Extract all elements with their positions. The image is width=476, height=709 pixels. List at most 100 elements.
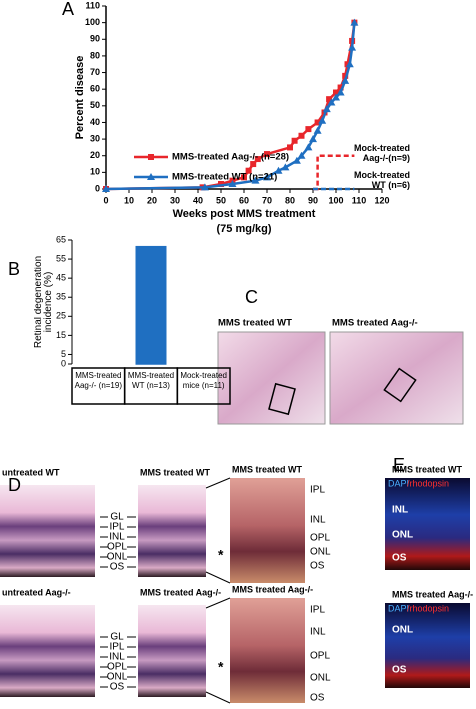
x-tick-label: Mock-treated mice (n=11) <box>180 371 227 390</box>
y-tick-label: 0 <box>95 183 100 193</box>
data-point <box>250 161 257 168</box>
zoom-line <box>205 691 231 704</box>
x-tick-label: 120 <box>374 195 389 205</box>
data-point <box>332 93 340 101</box>
panel-label: E <box>393 455 405 475</box>
x-tick-label-box: MMS-treated WT (n=13) <box>127 371 175 390</box>
histology-image <box>230 598 305 703</box>
stain-label: DAPI <box>388 478 409 488</box>
y-tick-label: 5 <box>61 349 66 359</box>
y-tick-label: 45 <box>56 273 66 283</box>
zoom-line <box>205 571 231 584</box>
y-tick-label: 50 <box>90 100 100 110</box>
y-tick-label: 40 <box>90 117 100 127</box>
stain-label: DAPI <box>388 603 409 613</box>
y-tick-label: 30 <box>90 133 100 143</box>
data-point <box>336 88 345 96</box>
data-point <box>318 116 327 124</box>
image-title: MMS treated Aag-/- <box>232 584 313 594</box>
series-label-box: Mock-treated WT (n=6) <box>354 170 410 190</box>
y-tick-label: 0 <box>61 358 66 368</box>
data-point <box>264 151 270 158</box>
layer-label: OPL <box>107 542 127 553</box>
y-tick-label: 70 <box>90 67 100 77</box>
asterisk: * <box>218 547 224 563</box>
y-tick-label: 100 <box>85 17 100 27</box>
x-tick-label: MMS-treated WT (n=13) <box>127 371 175 390</box>
y-axis-label: Retinal degeneration incidence (%) <box>34 255 54 349</box>
layer-label: OS <box>110 682 125 693</box>
stain-label: /rhodopsin <box>407 478 449 488</box>
data-point <box>337 84 344 91</box>
x-tick-label: 0 <box>103 195 108 205</box>
histology-image <box>0 605 95 697</box>
image-title: MMS treated WT <box>140 467 211 477</box>
y-tick-label: 10 <box>90 167 100 177</box>
data-point <box>333 89 339 96</box>
data-point <box>309 135 317 143</box>
data-point <box>326 96 333 103</box>
data-point <box>147 173 155 180</box>
data-point <box>292 156 301 164</box>
layer-label: OS <box>392 553 407 564</box>
image-title: MMS treated WT <box>218 318 292 329</box>
histology-image <box>230 478 305 583</box>
data-point <box>297 151 306 159</box>
stain-label: /rhodopsin <box>407 603 449 613</box>
data-point <box>305 126 312 133</box>
x-tick-label: 50 <box>216 195 226 205</box>
data-point <box>245 167 252 174</box>
y-tick-label: 15 <box>56 330 66 340</box>
data-point <box>241 174 247 181</box>
data-point <box>291 137 298 144</box>
image-title: MMS treated Aag-/- <box>392 589 473 599</box>
panel-label: D <box>8 475 21 495</box>
layer-label: ONL <box>392 625 413 636</box>
data-point <box>314 119 321 126</box>
legend-label: MMS-treated WT (n=21) <box>172 172 277 183</box>
y-tick-label: 60 <box>90 84 100 94</box>
fluorescence-image <box>385 603 470 688</box>
inset-box <box>383 367 417 403</box>
data-point <box>344 61 351 68</box>
layer-label: IPL <box>310 485 325 496</box>
series-label: Mock-treated Aag-/-(n=9) <box>353 143 410 163</box>
data-point <box>251 176 260 184</box>
layer-label: OPL <box>107 662 127 673</box>
x-tick-label: 20 <box>147 195 157 205</box>
fluorescence-image <box>385 478 470 570</box>
y-tick-label: 90 <box>90 34 100 44</box>
data-line <box>105 22 356 191</box>
inset-box <box>268 382 296 416</box>
data-point <box>263 173 271 181</box>
data-point <box>200 183 209 191</box>
layer-label: OPL <box>310 533 330 544</box>
histology-image <box>217 331 326 425</box>
y-tick-label: 65 <box>56 234 66 244</box>
data-point <box>348 43 357 51</box>
data-point <box>254 156 261 163</box>
data-point <box>102 185 110 192</box>
layer-label: ONL <box>392 530 413 541</box>
data-point <box>148 154 154 160</box>
data-point <box>281 163 290 171</box>
layer-label: OS <box>310 561 325 572</box>
data-line <box>105 22 356 191</box>
data-point <box>342 72 349 79</box>
layer-label: OS <box>392 665 407 676</box>
x-axis-label: (75 mg/kg) <box>216 223 271 235</box>
x-tick-label-box: Mock-treated mice (n=11) <box>180 371 227 390</box>
x-tick-label-box: MMS-treated Aag-/- (n=19) <box>75 371 122 390</box>
layer-label: INL <box>392 505 408 516</box>
data-point <box>313 126 322 134</box>
layer-label: INL <box>310 627 326 638</box>
panel-label: A <box>62 0 74 19</box>
x-tick-label: 90 <box>308 195 318 205</box>
asterisk: * <box>218 659 224 675</box>
image-title: MMS treated WT <box>392 464 463 474</box>
layer-label: ONL <box>107 552 128 563</box>
data-point <box>345 60 354 68</box>
legend-label: MMS-treated Aag-/- (n=28) <box>172 152 289 163</box>
y-axis-label: Percent disease <box>74 56 86 140</box>
